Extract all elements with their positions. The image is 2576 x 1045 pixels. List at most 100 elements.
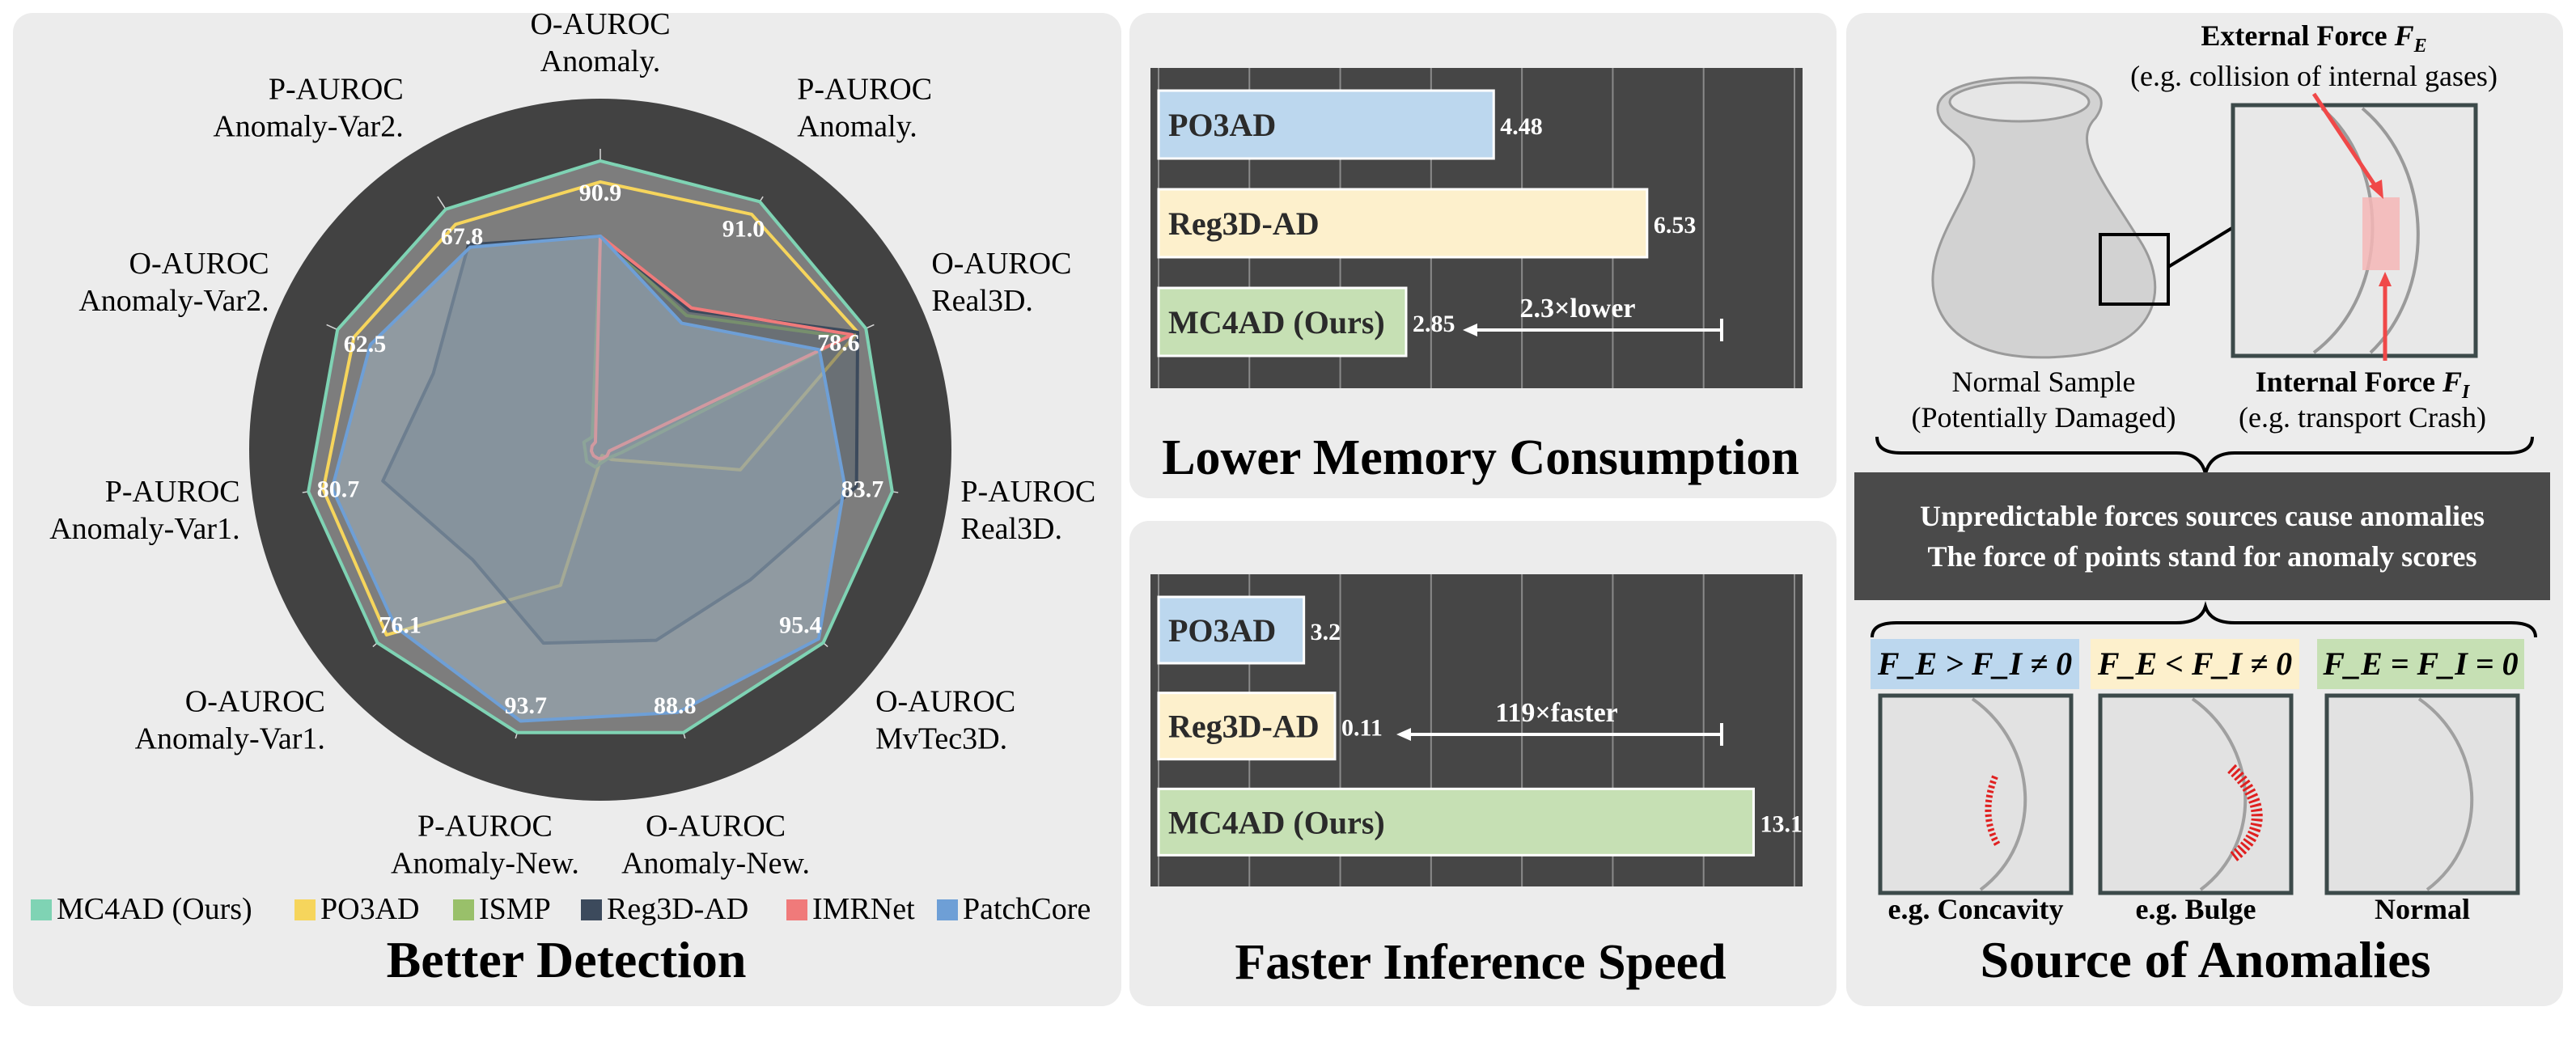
svg-text:Anomaly-New.: Anomaly-New. xyxy=(391,847,579,881)
anomaly-source-figure: External Force FE (e.g. collision of int… xyxy=(1854,19,2550,925)
svg-text:Anomaly-Var2.: Anomaly-Var2. xyxy=(213,109,403,143)
brace-bottom xyxy=(1871,601,2537,638)
brace-top xyxy=(1875,436,2534,475)
legend-swatch xyxy=(294,899,316,920)
bar-value-label: 0.11 xyxy=(1341,715,1383,742)
anomaly-source-title: Source of Anomalies xyxy=(1980,931,2430,988)
svg-text:Real3D.: Real3D. xyxy=(931,284,1033,318)
memory-annotation-label: 2.3×lower xyxy=(1519,294,1635,324)
case-condition: F_E < F_I ≠ 0 xyxy=(2097,645,2292,682)
svg-text:Anomaly-Var2.: Anomaly-Var2. xyxy=(78,284,269,318)
stress-highlight xyxy=(2362,197,2400,270)
legend-swatch xyxy=(453,899,474,920)
speed-annotation: 119×faster xyxy=(1396,698,1723,746)
bar-mc4ad-ours xyxy=(1157,286,1408,358)
case-surface xyxy=(2191,697,2248,891)
legend-swatch xyxy=(937,899,958,920)
svg-text:P-AUROC: P-AUROC xyxy=(960,475,1095,509)
svg-text:Anomaly-Var1.: Anomaly-Var1. xyxy=(49,512,239,546)
bar-po3ad xyxy=(1157,595,1306,665)
speed-annotation-label: 119×faster xyxy=(1495,698,1618,728)
speed-title: Faster Inference Speed xyxy=(1235,935,1726,990)
normal-sample-note: (Potentially Damaged) xyxy=(1912,401,2176,434)
memory-annotation: 2.3×lower xyxy=(1463,294,1723,341)
radar-value-label: 80.7 xyxy=(317,476,360,503)
legend-swatch xyxy=(31,899,52,920)
case-condition-box xyxy=(2091,639,2299,689)
svg-text:O-AUROC: O-AUROC xyxy=(129,247,269,281)
svg-text:Anomaly.: Anomaly. xyxy=(797,109,917,143)
external-force-label: External Force FE xyxy=(2201,19,2426,57)
svg-text:O-AUROC: O-AUROC xyxy=(530,7,670,41)
case-condition-box xyxy=(2317,639,2524,689)
speed-annotation-arrowhead xyxy=(1396,728,1411,741)
legend-label: MC4AD (Ours) xyxy=(57,892,252,926)
svg-text:P-AUROC: P-AUROC xyxy=(105,475,240,509)
bar-category-label: PO3AD xyxy=(1168,612,1276,649)
svg-text:Anomaly.: Anomaly. xyxy=(540,44,660,78)
radar-series-imrnet xyxy=(589,234,854,460)
svg-text:O-AUROC: O-AUROC xyxy=(875,684,1015,718)
bar-category-label: MC4AD (Ours) xyxy=(1168,304,1385,341)
radar-series-reg3d-ad xyxy=(381,234,860,645)
bar-value-label: 3.2 xyxy=(1311,619,1341,645)
anomaly-case: F_E < F_I ≠ 0 e.g. Bulge xyxy=(2091,639,2299,925)
vase-illustration xyxy=(1931,76,2236,359)
memory-annotation-arrowhead xyxy=(1463,324,1477,336)
radar-value-label: 95.4 xyxy=(779,611,822,638)
bar-po3ad xyxy=(1157,89,1495,160)
radar-value-label: 67.8 xyxy=(441,223,484,250)
internal-force-label: Internal Force FI xyxy=(2256,366,2471,403)
memory-bar-chart: PO3AD 4.48 Reg3D-AD 6.53 MC4AD (Ours) 2.85 2.… xyxy=(1150,68,1803,388)
svg-text:Real3D.: Real3D. xyxy=(960,512,1062,546)
svg-text:P-AUROC: P-AUROC xyxy=(417,810,553,844)
case-caption: Normal xyxy=(2375,893,2470,925)
bar-value-label: 6.53 xyxy=(1654,212,1697,239)
radar-legend: MC4AD (Ours) PO3AD ISMP Reg3D-AD IMRNet Patch… xyxy=(31,892,1091,926)
bar-category-label: Reg3D-AD xyxy=(1168,709,1320,745)
internal-force-example: (e.g. transport Crash) xyxy=(2239,401,2486,434)
radar-value-label: 88.8 xyxy=(654,692,697,719)
bar-value-label: 4.48 xyxy=(1500,113,1543,140)
bar-reg3d-ad xyxy=(1157,188,1649,259)
radar-series-patchcore xyxy=(330,234,846,723)
legend-swatch xyxy=(581,899,602,920)
legend-label: IMRNet xyxy=(812,892,915,926)
case-surface xyxy=(2417,697,2474,891)
normal-sample-label: Normal Sample xyxy=(1952,366,2136,398)
bar-category-label: PO3AD xyxy=(1168,107,1276,143)
bar-value-label: 2.85 xyxy=(1413,311,1455,337)
external-force-example: (e.g. collision of internal gases) xyxy=(2130,60,2498,92)
anomaly-case: F_E > F_I ≠ 0 e.g. Concavity xyxy=(1871,639,2079,925)
radar-value-label: 76.1 xyxy=(379,611,422,638)
case-image xyxy=(1878,693,2074,895)
case-caption: e.g. Bulge xyxy=(2136,893,2256,925)
case-condition: F_E > F_I ≠ 0 xyxy=(1877,645,2072,682)
svg-text:O-AUROC: O-AUROC xyxy=(185,684,325,718)
anomaly-banner xyxy=(1854,472,2550,600)
case-condition: F_E = F_I = 0 xyxy=(2322,645,2518,682)
svg-text:Anomaly-Var1.: Anomaly-Var1. xyxy=(135,721,325,755)
radar-value-label: 83.7 xyxy=(841,476,884,503)
zoomed-view xyxy=(2231,103,2478,358)
radar-value-label: 93.7 xyxy=(505,692,548,719)
bar-mc4ad-ours xyxy=(1157,787,1755,857)
case-condition-box xyxy=(1871,639,2079,689)
zoom-box-small xyxy=(2099,233,2170,306)
bar-category-label: Reg3D-AD xyxy=(1168,205,1320,242)
bulge-marks xyxy=(2227,764,2263,862)
case-image xyxy=(2098,693,2294,895)
legend-label: PO3AD xyxy=(320,892,419,926)
banner-line-1: Unpredictable forces sources cause anoma… xyxy=(1920,500,2485,532)
external-force-arrow xyxy=(2311,92,2381,192)
svg-text:P-AUROC: P-AUROC xyxy=(797,72,932,106)
svg-text:P-AUROC: P-AUROC xyxy=(269,72,404,106)
bar-value-label: 13.1 xyxy=(1760,810,1803,837)
radar-value-label: 78.6 xyxy=(817,330,860,357)
